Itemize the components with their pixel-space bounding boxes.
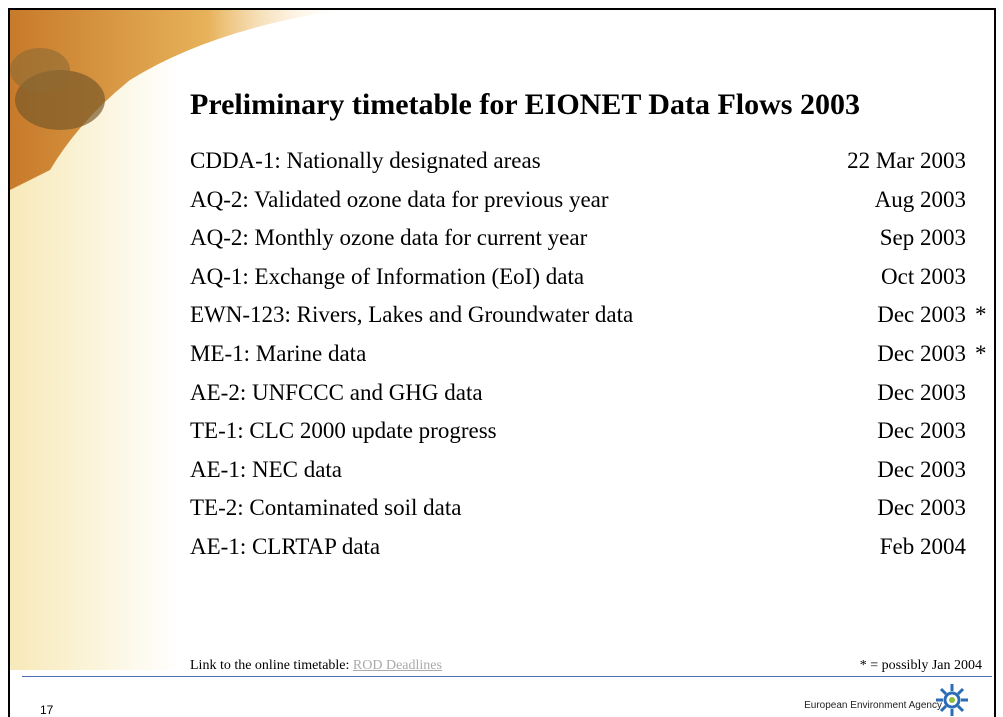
row-date: Dec 2003 [877,302,966,328]
row-label: AQ-1: Exchange of Information (EoI) data [190,264,584,290]
row-date: Sep 2003 [880,225,966,251]
row-date: 22 Mar 2003 [847,148,966,174]
row-date: Dec 2003 [877,341,966,367]
tree-art [10,48,70,92]
footer-link-line: Link to the online timetable: ROD Deadli… [190,658,442,674]
row-label: EWN-123: Rivers, Lakes and Groundwater d… [190,302,633,328]
page-number: 17 [40,703,53,717]
row-date: Dec 2003 [877,418,966,444]
row-date: Dec 2003 [877,380,966,406]
row-note: * [975,302,987,328]
row-label: ME-1: Marine data [190,341,366,367]
row-label: AE-1: NEC data [190,457,342,483]
slide-frame: Preliminary timetable for EIONET Data Fl… [8,8,996,717]
row-date: Dec 2003 [877,457,966,483]
row-label: AQ-2: Monthly ozone data for current yea… [190,225,587,251]
link[interactable]: ROD Deadlines [353,658,442,673]
row-label: AQ-2: Validated ozone data for previous … [190,187,609,213]
row-label: TE-1: CLC 2000 update progress [190,418,497,444]
footer-rule [22,676,992,677]
slide-title: Preliminary timetable for EIONET Data Fl… [190,88,860,122]
row-label: TE-2: Contaminated soil data [190,495,461,521]
row-date: Feb 2004 [880,534,966,560]
row-date: Dec 2003 [877,495,966,521]
page: Preliminary timetable for EIONET Data Fl… [0,0,1003,717]
row-date: Oct 2003 [881,264,966,290]
row-label: AE-2: UNFCCC and GHG data [190,380,483,406]
row-label: AE-1: CLRTAP data [190,534,380,560]
footnote: * = possibly Jan 2004 [860,658,982,674]
row-label: CDDA-1: Nationally designated areas [190,148,541,174]
row-note: * [975,341,987,367]
row-date: Aug 2003 [875,187,966,213]
link-prefix: Link to the online timetable: [190,658,349,673]
logo-text: European Environment Agency [804,700,942,711]
